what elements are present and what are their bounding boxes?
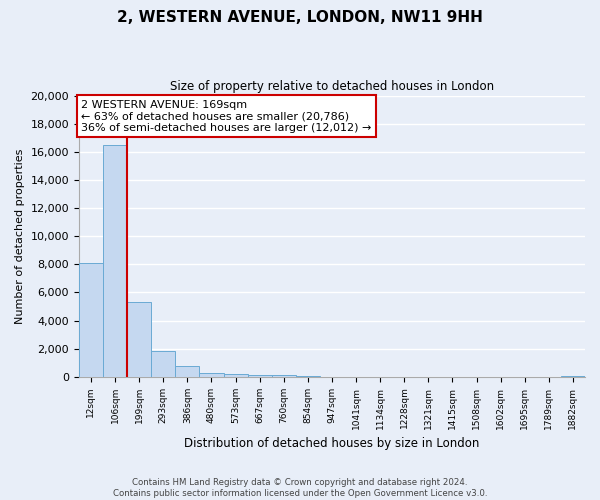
Y-axis label: Number of detached properties: Number of detached properties [15, 148, 25, 324]
Bar [224, 374, 248, 377]
Bar [248, 376, 272, 377]
Bar [79, 263, 103, 377]
Text: 2, WESTERN AVENUE, LONDON, NW11 9HH: 2, WESTERN AVENUE, LONDON, NW11 9HH [117, 10, 483, 25]
Title: Size of property relative to detached houses in London: Size of property relative to detached ho… [170, 80, 494, 93]
Text: Contains HM Land Registry data © Crown copyright and database right 2024.
Contai: Contains HM Land Registry data © Crown c… [113, 478, 487, 498]
Bar [151, 351, 175, 377]
Bar [175, 366, 199, 377]
Bar [199, 372, 224, 377]
Bar [296, 376, 320, 377]
Text: 2 WESTERN AVENUE: 169sqm
← 63% of detached houses are smaller (20,786)
36% of se: 2 WESTERN AVENUE: 169sqm ← 63% of detach… [82, 100, 372, 133]
Bar [561, 376, 585, 377]
Bar [103, 145, 127, 377]
Bar [127, 302, 151, 377]
Bar [272, 376, 296, 377]
X-axis label: Distribution of detached houses by size in London: Distribution of detached houses by size … [184, 437, 479, 450]
